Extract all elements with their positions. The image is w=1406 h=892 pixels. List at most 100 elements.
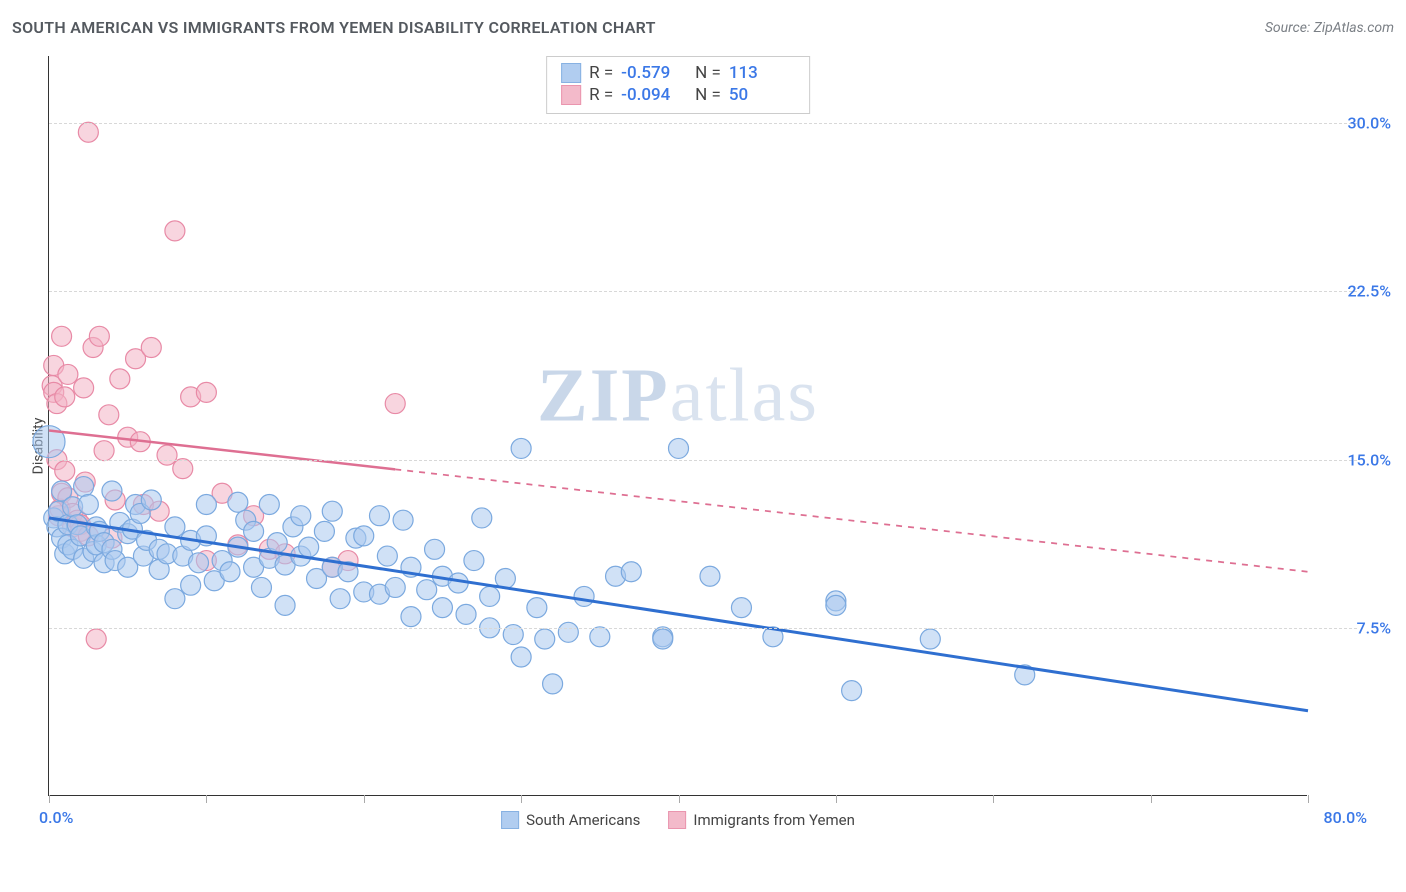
data-point	[58, 364, 78, 384]
data-point	[464, 551, 484, 571]
x-tick	[206, 795, 207, 803]
data-point	[920, 629, 940, 649]
data-point	[220, 562, 240, 582]
data-point	[189, 553, 209, 573]
data-point	[401, 607, 421, 627]
gridline	[49, 460, 1357, 461]
swatch-series-1	[561, 85, 581, 105]
data-point	[244, 521, 264, 541]
data-point	[52, 326, 72, 346]
data-point	[574, 586, 594, 606]
data-point	[432, 598, 452, 618]
data-point	[165, 589, 185, 609]
data-point	[354, 526, 374, 546]
data-point	[527, 598, 547, 618]
r-value-1: -0.094	[621, 85, 687, 105]
data-point	[842, 681, 862, 701]
data-point	[196, 382, 216, 402]
x-tick	[836, 795, 837, 803]
data-point	[251, 577, 271, 597]
n-value-1: 50	[729, 85, 795, 105]
data-point	[74, 378, 94, 398]
data-point	[472, 508, 492, 528]
data-point	[377, 546, 397, 566]
correlation-legend: R = -0.579 N = 113 R = -0.094 N = 50	[546, 56, 810, 114]
gridline	[49, 628, 1357, 629]
data-point	[393, 510, 413, 530]
swatch-icon	[501, 811, 519, 829]
data-point	[653, 629, 673, 649]
data-point	[74, 477, 94, 497]
plot-area: ZIPatlas R = -0.579 N = 113 R = -0.094 N…	[48, 56, 1307, 796]
x-tick	[1151, 795, 1152, 803]
y-tick-label: 7.5%	[1321, 618, 1391, 637]
data-point	[99, 405, 119, 425]
data-point	[89, 326, 109, 346]
data-point	[141, 490, 161, 510]
legend-row-series-0: R = -0.579 N = 113	[561, 63, 795, 83]
data-point	[275, 595, 295, 615]
y-tick-label: 30.0%	[1321, 114, 1391, 133]
data-point	[102, 481, 122, 501]
x-tick	[679, 795, 680, 803]
data-point	[78, 122, 98, 142]
x-tick	[364, 795, 365, 803]
data-point	[558, 622, 578, 642]
data-point	[480, 586, 500, 606]
series-legend: South Americans Immigrants from Yemen	[501, 811, 855, 829]
x-tick	[1308, 795, 1309, 803]
data-point	[385, 394, 405, 414]
legend-item-0: South Americans	[501, 811, 640, 829]
x-axis-min-label: 0.0%	[39, 808, 73, 827]
data-point	[259, 494, 279, 514]
data-point	[196, 494, 216, 514]
swatch-icon	[668, 811, 686, 829]
gridline	[49, 291, 1357, 292]
data-point	[456, 604, 476, 624]
data-point	[731, 598, 751, 618]
swatch-series-0	[561, 63, 581, 83]
gridline	[49, 123, 1357, 124]
data-point	[181, 575, 201, 595]
x-tick	[521, 795, 522, 803]
data-point	[543, 674, 563, 694]
data-point	[141, 338, 161, 358]
data-point	[535, 629, 555, 649]
data-point	[165, 221, 185, 241]
data-point	[369, 506, 389, 526]
data-point	[417, 580, 437, 600]
data-point	[228, 492, 248, 512]
chart-title: SOUTH AMERICAN VS IMMIGRANTS FROM YEMEN …	[12, 18, 656, 37]
data-point	[330, 589, 350, 609]
data-point	[299, 537, 319, 557]
n-value-0: 113	[729, 63, 795, 83]
data-point	[157, 445, 177, 465]
data-point	[267, 533, 287, 553]
data-point	[590, 627, 610, 647]
y-tick-label: 15.0%	[1321, 450, 1391, 469]
data-point	[55, 387, 75, 407]
chart-svg	[49, 56, 1307, 795]
source-label: Source: ZipAtlas.com	[1265, 20, 1394, 36]
trend-line-dashed	[395, 469, 1308, 571]
data-point	[322, 501, 342, 521]
data-point	[173, 459, 193, 479]
data-point	[511, 438, 531, 458]
data-point	[165, 517, 185, 537]
data-point	[700, 566, 720, 586]
legend-row-series-1: R = -0.094 N = 50	[561, 85, 795, 105]
data-point	[110, 369, 130, 389]
x-tick	[993, 795, 994, 803]
data-point	[826, 595, 846, 615]
data-point	[314, 521, 334, 541]
trend-line	[49, 518, 1308, 711]
data-point	[291, 506, 311, 526]
data-point	[511, 647, 531, 667]
data-point	[621, 562, 641, 582]
x-tick	[49, 795, 50, 803]
x-axis-max-label: 80.0%	[1323, 808, 1367, 827]
data-point	[55, 461, 75, 481]
data-point	[669, 438, 689, 458]
r-value-0: -0.579	[621, 63, 687, 83]
data-point	[385, 577, 405, 597]
